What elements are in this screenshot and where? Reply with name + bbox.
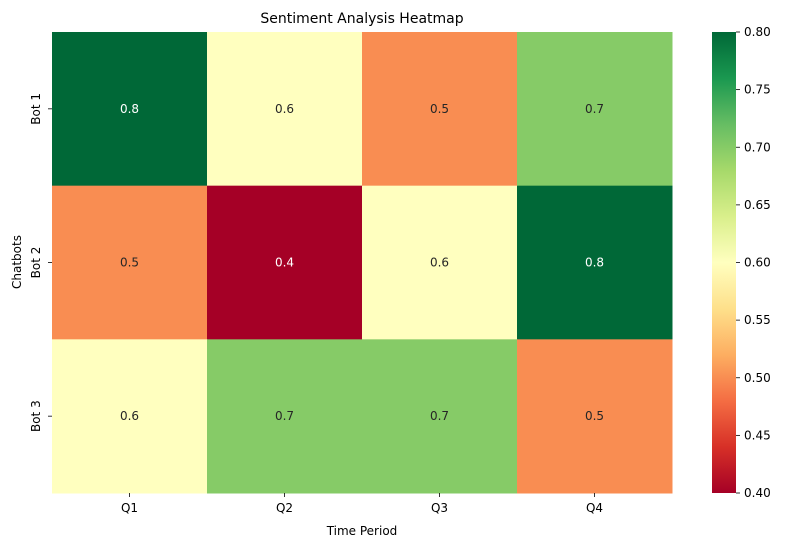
colorbar-tick-label: 0.65: [744, 198, 771, 212]
y-tick-label: Bot 3: [29, 400, 43, 432]
x-tick-label: Q1: [121, 501, 138, 515]
heatmap-cell: [52, 339, 208, 494]
heatmap-cell: [207, 185, 363, 340]
x-axis-ticks: Q1 Q2 Q3 Q4: [121, 493, 603, 515]
cell-value-label: 0.6: [275, 102, 294, 116]
heatmap-cell: [517, 339, 673, 494]
cell-value-label: 0.5: [585, 409, 604, 423]
heatmap-cell: [362, 339, 518, 494]
x-tick-label: Q2: [276, 501, 293, 515]
heatmap-cell: [362, 32, 518, 187]
cell-value-label: 0.8: [120, 102, 139, 116]
cell-value-label: 0.4: [275, 256, 294, 270]
colorbar-tick-label: 0.50: [744, 371, 771, 385]
heatmap-cell-labels: 0.8 0.6 0.5 0.7 0.5 0.4 0.6 0.8 0.6 0.7 0.7 0.5: [120, 102, 604, 423]
x-axis-label: Time Period: [326, 524, 398, 538]
cell-value-label: 0.5: [430, 102, 449, 116]
heatmap-cell: [207, 32, 363, 187]
heatmap-cell: [517, 32, 673, 187]
heatmap-cell: [207, 339, 363, 494]
cell-value-label: 0.6: [120, 409, 139, 423]
y-tick-label: Bot 2: [29, 247, 43, 279]
x-tick-label: Q4: [586, 501, 603, 515]
cell-value-label: 0.7: [430, 409, 449, 423]
colorbar-tick-label: 0.45: [744, 428, 771, 442]
heatmap-cells: [52, 32, 673, 494]
heatmap-cell: [362, 185, 518, 340]
cell-value-label: 0.8: [585, 256, 604, 270]
x-tick-label: Q3: [431, 501, 448, 515]
y-axis-label: Chatbots: [10, 235, 24, 289]
cell-value-label: 0.6: [430, 256, 449, 270]
heatmap-cell: [52, 32, 208, 187]
y-tick-label: Bot 1: [29, 93, 43, 125]
cell-value-label: 0.5: [120, 256, 139, 270]
cell-value-label: 0.7: [585, 102, 604, 116]
heatmap-cell: [52, 185, 208, 340]
colorbar-tick-label: 0.55: [744, 313, 771, 327]
colorbar-tick-label: 0.60: [744, 256, 771, 270]
heatmap-cell: [517, 185, 673, 340]
colorbar: [712, 32, 736, 493]
y-axis-ticks: Bot 1 Bot 2 Bot 3: [29, 93, 52, 432]
colorbar-ticks: 0.40 0.45 0.50 0.55 0.60 0.65 0.70 0.75 0.80: [736, 25, 771, 500]
colorbar-tick-label: 0.70: [744, 140, 771, 154]
colorbar-tick-label: 0.75: [744, 83, 771, 97]
cell-value-label: 0.7: [275, 409, 294, 423]
colorbar-tick-label: 0.40: [744, 486, 771, 500]
colorbar-tick-label: 0.80: [744, 25, 771, 39]
chart-title: Sentiment Analysis Heatmap: [260, 11, 463, 27]
